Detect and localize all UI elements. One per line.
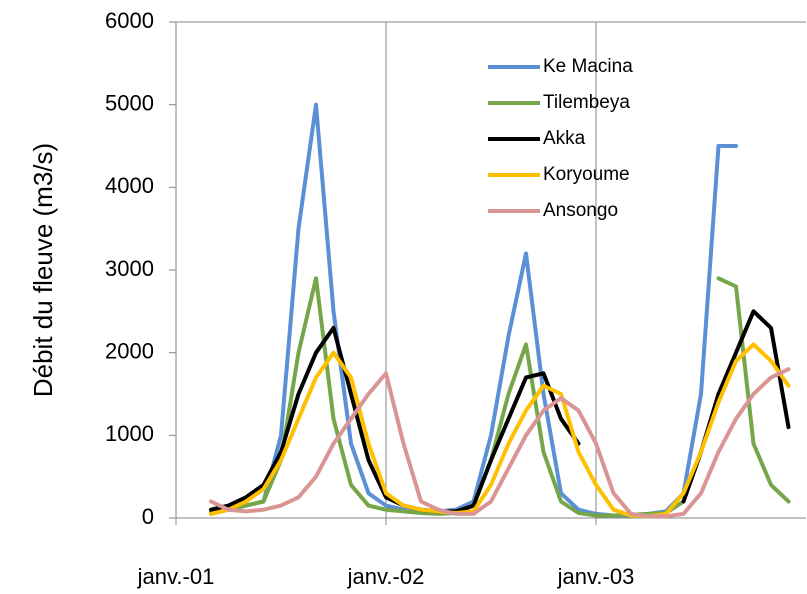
legend-label: Koryoume — [543, 164, 630, 185]
y-tick-label: 6000 — [105, 8, 154, 33]
legend-label: Akka — [543, 128, 586, 149]
x-tick-label: janv.-01 — [137, 564, 215, 589]
y-tick-label: 2000 — [105, 338, 154, 363]
y-axis-title: Débit du fleuve (m3/s) — [28, 143, 58, 397]
y-tick-label: 1000 — [105, 421, 154, 446]
legend-label: Ke Macina — [543, 56, 633, 77]
x-tick-label: janv.-03 — [557, 564, 635, 589]
legend-label: Ansongo — [543, 200, 618, 221]
legend-label: Tilembeya — [543, 92, 630, 113]
y-tick-label: 5000 — [105, 90, 154, 115]
series-line — [209, 367, 791, 519]
x-tick-label: janv.-02 — [347, 564, 425, 589]
series-line — [209, 102, 738, 518]
series-line — [209, 342, 791, 519]
y-tick-label: 0 — [142, 504, 154, 529]
y-tick-label: 3000 — [105, 256, 154, 281]
y-tick-label: 4000 — [105, 173, 154, 198]
